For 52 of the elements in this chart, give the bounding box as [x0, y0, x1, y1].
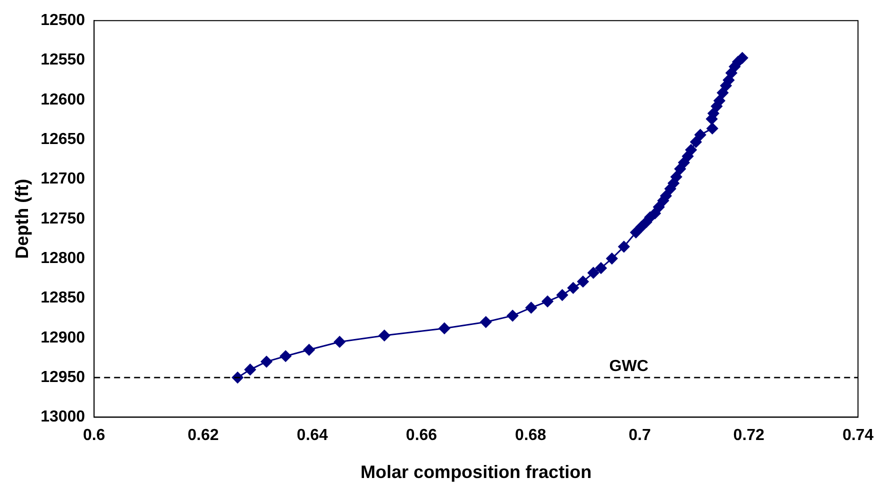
point — [556, 289, 568, 301]
point — [690, 136, 702, 148]
point — [506, 310, 518, 322]
x-tick-label: 0.62 — [188, 427, 219, 444]
point — [716, 87, 728, 99]
x-tick-label: 0.66 — [406, 427, 438, 444]
point — [378, 330, 390, 342]
point — [280, 350, 292, 362]
point — [618, 240, 630, 252]
point — [694, 129, 706, 141]
y-tick-label: 12550 — [40, 52, 86, 69]
point — [630, 226, 642, 238]
y-axis-title: Depth (ft) — [12, 178, 32, 259]
x-axis-title: Molar composition fraction — [360, 462, 592, 482]
point — [706, 122, 718, 134]
point — [674, 163, 686, 175]
y-tick-label: 12850 — [40, 290, 86, 307]
point — [480, 316, 492, 328]
x-tick-label: 0.64 — [296, 427, 328, 444]
point — [244, 364, 256, 376]
x-tick-label: 0.6 — [82, 427, 106, 444]
x-tick-label: 0.68 — [515, 427, 546, 444]
y-tick-label: 12900 — [40, 329, 86, 346]
y-tick-label: 13000 — [40, 408, 86, 426]
point — [542, 296, 554, 308]
point — [525, 302, 537, 314]
point — [595, 262, 607, 274]
y-tick-label: 12700 — [40, 170, 86, 188]
point — [303, 344, 315, 356]
point — [577, 276, 589, 288]
y-tick-label: 12500 — [40, 12, 86, 30]
point — [606, 252, 618, 264]
y-tick-label: 12800 — [40, 250, 86, 267]
x-tick-label: 0.7 — [628, 427, 651, 444]
point — [653, 201, 665, 213]
point — [714, 94, 726, 106]
x-tick-label: 0.74 — [842, 427, 874, 444]
point — [736, 52, 748, 64]
point — [685, 144, 697, 156]
point — [438, 322, 450, 334]
point — [670, 171, 682, 183]
y-tick-label: 12750 — [40, 210, 86, 228]
point — [588, 267, 600, 279]
point — [567, 282, 579, 294]
point — [260, 356, 272, 368]
x-tick-label: 0.72 — [733, 427, 765, 444]
y-tick-label: 12650 — [40, 130, 86, 148]
ref-line-label: GWC — [609, 358, 649, 375]
point — [334, 336, 346, 348]
y-tick-label: 12950 — [40, 368, 86, 386]
point — [678, 156, 690, 168]
y-tick-label: 12600 — [40, 91, 86, 108]
